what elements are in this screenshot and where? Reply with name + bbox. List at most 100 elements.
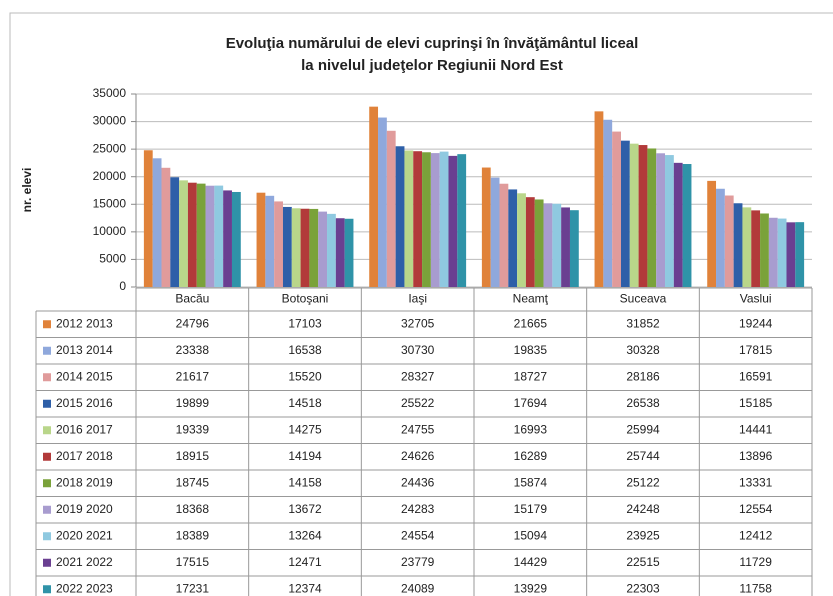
table-cell: 15520 [288, 369, 322, 383]
bar [707, 180, 717, 287]
bar [223, 190, 232, 287]
table-cell: 19899 [176, 396, 210, 410]
bar [543, 203, 553, 287]
table-cell: 24436 [401, 475, 435, 489]
bar [344, 218, 354, 287]
chart-frame [9, 12, 833, 596]
legend-key [43, 320, 51, 329]
table-cell: 28186 [626, 369, 660, 383]
bar [656, 153, 666, 287]
table-cell: 24626 [401, 449, 435, 463]
bar [561, 207, 570, 287]
y-tick-label: 15000 [93, 196, 127, 210]
table-cell: 12471 [288, 555, 322, 569]
y-axis-label: nr. elevi [20, 168, 34, 213]
legend-key [43, 452, 51, 461]
table-cell: 21665 [514, 316, 548, 330]
legend-label: 2022 2023 [56, 581, 113, 595]
bar [777, 218, 787, 287]
table-cell: 23779 [401, 555, 435, 569]
legend-key [43, 426, 51, 435]
bar [499, 183, 509, 287]
table-cell: 28327 [401, 369, 435, 383]
bar [231, 191, 241, 287]
table-cell: 13672 [288, 502, 322, 516]
table-cell: 11758 [739, 581, 772, 595]
table-cell: 17694 [514, 396, 548, 410]
table-cell: 25522 [401, 396, 435, 410]
x-tick-label: Iaşi [408, 292, 427, 306]
bar [170, 177, 180, 287]
table-cell: 14518 [288, 396, 322, 410]
bar [638, 145, 648, 287]
x-tick-label: Botoşani [282, 292, 329, 306]
legend-label: 2019 2020 [56, 502, 113, 516]
table-cell: 18915 [176, 449, 210, 463]
legend-label: 2017 2018 [56, 449, 113, 463]
table-cell: 30328 [626, 343, 660, 357]
legend-label: 2014 2015 [56, 369, 113, 383]
y-tick-label: 30000 [93, 114, 127, 128]
x-tick-label: Suceava [620, 292, 667, 306]
bar [256, 192, 266, 287]
legend-key [43, 532, 51, 541]
bar [422, 152, 431, 287]
table-cell: 24554 [401, 528, 435, 542]
bar [291, 208, 301, 287]
bar [300, 208, 310, 287]
bar [274, 201, 283, 287]
bar [716, 188, 725, 287]
bar [569, 210, 579, 287]
legend-label: 2018 2019 [56, 475, 113, 489]
table-cell: 32705 [401, 316, 435, 330]
table-cell: 22303 [626, 581, 660, 595]
table-cell: 11729 [739, 555, 772, 569]
y-tick-label: 25000 [93, 141, 127, 155]
bar [395, 146, 405, 287]
bar [665, 155, 674, 287]
table-cell: 25122 [626, 475, 660, 489]
legend-key [43, 558, 51, 567]
bar [620, 140, 630, 287]
legend-label: 2020 2021 [56, 528, 113, 542]
table-cell: 23338 [176, 343, 210, 357]
table-cell: 13929 [514, 581, 548, 595]
table-cell: 13264 [288, 528, 322, 542]
bar [673, 162, 683, 287]
bar [205, 185, 215, 287]
bar [265, 195, 275, 287]
y-tick-label: 5000 [99, 252, 126, 266]
bar [369, 106, 379, 287]
table-cell: 24283 [401, 502, 435, 516]
bar [282, 206, 292, 287]
bar [508, 189, 518, 287]
table-cell: 24089 [401, 581, 435, 595]
table-cell: 24248 [626, 502, 660, 516]
bar [760, 213, 769, 287]
legend-key [43, 399, 51, 408]
table-cell: 26538 [626, 396, 660, 410]
legend-key [43, 346, 51, 355]
x-tick-label: Bacău [175, 292, 209, 306]
bar [196, 183, 206, 287]
bar [481, 167, 491, 287]
table-cell: 22515 [626, 555, 660, 569]
table-cell: 15874 [514, 475, 548, 489]
x-tick-label: Vaslui [740, 292, 772, 306]
bar [525, 197, 535, 287]
bar [552, 203, 562, 287]
table-cell: 12374 [288, 581, 322, 595]
bar [733, 203, 743, 287]
legend-key [43, 585, 51, 594]
bar [327, 213, 336, 287]
bar [214, 185, 224, 287]
table-cell: 30730 [401, 343, 435, 357]
bar [647, 148, 657, 287]
bar [161, 167, 171, 287]
table-cell: 24755 [401, 422, 435, 436]
table-cell: 16993 [514, 422, 548, 436]
bar [682, 164, 692, 287]
bar [751, 210, 761, 287]
chart-title: la nivelul judeţelor Regiunii Nord Est [301, 57, 563, 74]
y-tick-label: 0 [119, 279, 126, 293]
